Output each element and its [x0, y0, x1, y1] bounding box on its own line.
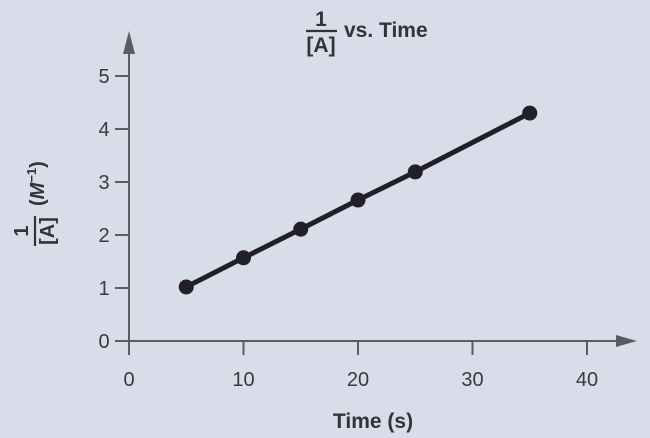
x-tick-label: 30 — [461, 369, 483, 391]
y-tick-label: 4 — [98, 119, 109, 141]
ylabel-numerator: 1 — [11, 225, 33, 236]
series-line — [183, 110, 533, 290]
y-axis-label: 1 [A] (M−1) — [11, 161, 59, 246]
ylabel-denominator: [A] — [37, 217, 59, 245]
x-tick-label: 20 — [347, 369, 369, 391]
x-axis-label: Time (s) — [333, 410, 413, 433]
x-tick-label: 40 — [576, 369, 598, 391]
data-point-marker — [236, 250, 251, 266]
y-tick-label: 0 — [98, 331, 109, 353]
y-tick-label: 1 — [98, 278, 109, 300]
y-tick-label: 3 — [98, 172, 109, 194]
x-tick-label: 10 — [232, 369, 254, 391]
data-series — [178, 105, 538, 295]
title-denominator: [A] — [306, 34, 335, 57]
y-tick-label: 2 — [98, 225, 109, 247]
data-point-marker — [293, 221, 309, 237]
data-point-marker — [522, 105, 538, 121]
data-point-marker — [350, 192, 366, 208]
y-axis-arrow-icon — [123, 31, 135, 54]
title-suffix: vs. Time — [344, 19, 428, 42]
axes: 0 1 2 3 4 5 0 10 20 30 40 — [98, 31, 637, 391]
x-tick-label: 0 — [123, 369, 134, 391]
y-tick-label: 5 — [98, 66, 109, 88]
ylabel-unit: (M−1) — [24, 161, 49, 206]
title-numerator: 1 — [315, 8, 327, 31]
data-point-marker — [407, 164, 423, 180]
data-point-marker — [178, 279, 194, 295]
chart-title: 1 [A] vs. Time — [306, 8, 428, 57]
x-axis-arrow-icon — [616, 335, 637, 347]
